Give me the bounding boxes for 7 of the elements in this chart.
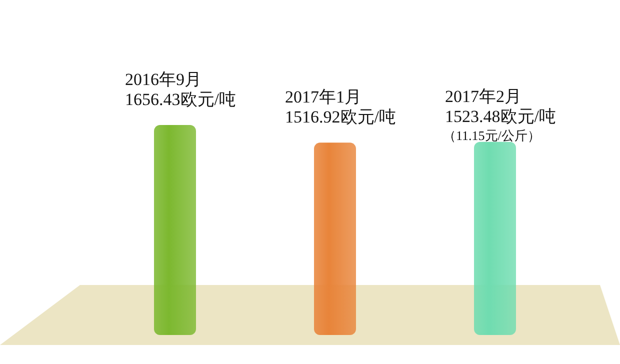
x-tick-label: 2017年2月 — [445, 86, 522, 106]
x-tick-label: 2017年1月 — [285, 88, 362, 107]
data-label: 1656.43欧元/吨 — [125, 90, 236, 109]
annotation: （11.15元/公斤） — [443, 128, 540, 143]
x-tick-label: 2016年9月 — [125, 70, 202, 89]
data-label: 1516.92欧元/吨 — [285, 108, 396, 127]
data-label: 1523.48欧元/吨 — [445, 106, 556, 126]
